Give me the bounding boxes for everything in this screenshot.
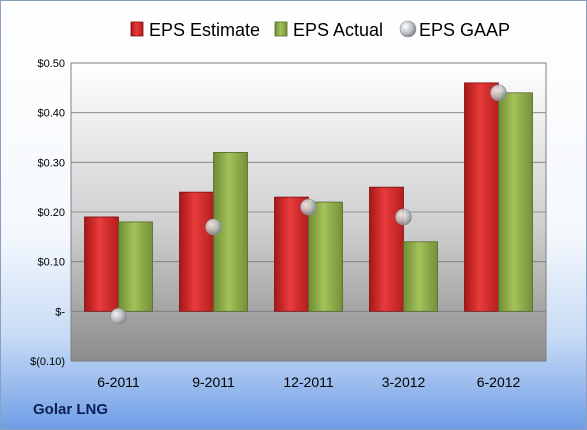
- x-category-label: 6-2012: [477, 374, 521, 390]
- legend-actual-label: EPS Actual: [293, 20, 383, 40]
- y-tick-label: $0.50: [37, 58, 65, 70]
- company-name: Golar LNG: [33, 401, 109, 418]
- eps-estimate-bar: [464, 82, 499, 312]
- eps-actual-bar: [498, 92, 533, 312]
- y-tick-label: $0.20: [37, 207, 65, 219]
- eps-gaap-marker: [205, 218, 222, 236]
- x-category-label: 3-2012: [382, 374, 426, 390]
- eps-actual-bar: [403, 241, 438, 312]
- legend-estimate-swatch: [130, 21, 144, 37]
- eps-estimate-bar: [274, 196, 309, 312]
- y-tick-label: $-: [55, 306, 65, 318]
- x-category-label: 9-2011: [192, 374, 235, 390]
- x-category-label: 12-2011: [283, 374, 334, 390]
- eps-gaap-marker: [110, 307, 127, 325]
- legend-gaap-swatch: [399, 20, 417, 38]
- legend-estimate-label: EPS Estimate: [149, 20, 260, 40]
- eps-estimate-bar: [369, 186, 404, 312]
- eps-gaap-marker: [395, 208, 412, 226]
- eps-actual-bar: [118, 221, 153, 312]
- y-tick-label: $(0.10): [30, 356, 65, 368]
- y-tick-label: $0.10: [37, 257, 65, 269]
- eps-estimate-bar: [179, 191, 214, 312]
- y-tick-label: $0.30: [37, 157, 65, 169]
- eps-gaap-marker: [300, 198, 317, 216]
- eps-actual-bar: [308, 201, 343, 312]
- x-category-label: 6-2011: [97, 374, 140, 390]
- eps-gaap-marker: [490, 84, 507, 102]
- y-tick-label: $0.40: [37, 108, 65, 120]
- legend-gaap-label: EPS GAAP: [419, 20, 510, 40]
- legend-actual-swatch: [274, 21, 288, 37]
- eps-estimate-bar: [84, 216, 119, 312]
